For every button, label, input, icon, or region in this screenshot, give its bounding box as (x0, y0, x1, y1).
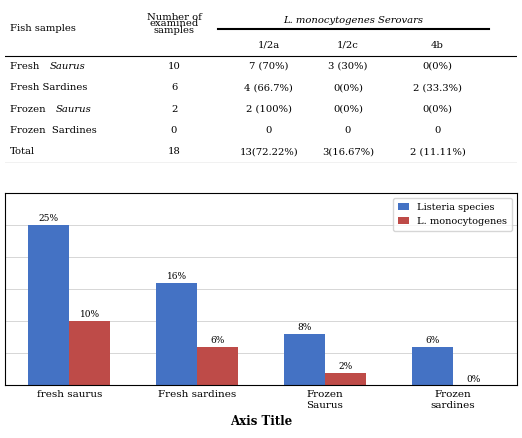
Text: 1/2a: 1/2a (257, 41, 280, 49)
Text: Saurus: Saurus (55, 105, 91, 114)
Text: Saurus: Saurus (50, 62, 86, 71)
Text: 0: 0 (171, 126, 177, 135)
Text: Total: Total (10, 148, 35, 156)
Text: samples: samples (153, 26, 195, 35)
Text: Fresh: Fresh (10, 62, 46, 71)
Text: 16%: 16% (167, 272, 187, 281)
Text: 2%: 2% (338, 362, 352, 371)
Text: Fresh Sardines: Fresh Sardines (10, 83, 88, 92)
Text: 6: 6 (171, 83, 177, 92)
Text: 0%: 0% (466, 374, 480, 384)
Bar (325, 373, 366, 385)
Text: 2 (100%): 2 (100%) (246, 105, 292, 114)
Text: 2: 2 (171, 105, 177, 114)
Bar (156, 283, 197, 385)
Text: examined: examined (149, 19, 199, 28)
Bar (69, 321, 110, 385)
Text: 0(0%): 0(0%) (333, 83, 363, 92)
Legend: Listeria species, L. monocytogenes: Listeria species, L. monocytogenes (393, 198, 512, 231)
Text: 8%: 8% (297, 323, 312, 332)
Text: 13(72.22%): 13(72.22%) (239, 148, 298, 156)
Text: 18: 18 (168, 148, 181, 156)
Text: 10: 10 (168, 62, 181, 71)
Text: 1/2c: 1/2c (337, 41, 359, 49)
Text: 0: 0 (345, 126, 351, 135)
Text: 3(16.67%): 3(16.67%) (322, 148, 374, 156)
Text: Frozen  Sardines: Frozen Sardines (10, 126, 97, 135)
Text: Number of: Number of (147, 13, 201, 22)
Text: 10%: 10% (80, 311, 100, 319)
Text: 2 (33.3%): 2 (33.3%) (413, 83, 462, 92)
Bar (197, 347, 238, 385)
Text: Fish samples: Fish samples (10, 24, 76, 32)
Text: 4 (66.7%): 4 (66.7%) (244, 83, 293, 92)
Text: 3 (30%): 3 (30%) (328, 62, 367, 71)
Text: 25%: 25% (39, 215, 59, 223)
Text: 4b: 4b (431, 41, 444, 49)
Bar (29, 225, 69, 385)
Text: 0(0%): 0(0%) (333, 105, 363, 114)
Text: L. monocytogenes Serovars: L. monocytogenes Serovars (283, 16, 423, 25)
Text: 7 (70%): 7 (70%) (249, 62, 289, 71)
Text: 2 (11.11%): 2 (11.11%) (410, 148, 466, 156)
Text: 0(0%): 0(0%) (422, 62, 453, 71)
Text: 0: 0 (434, 126, 441, 135)
Bar (284, 334, 325, 385)
Text: Frozen: Frozen (10, 105, 52, 114)
Text: 0: 0 (266, 126, 272, 135)
Text: 0(0%): 0(0%) (422, 105, 453, 114)
Text: 6%: 6% (210, 336, 225, 345)
Text: 6%: 6% (425, 336, 440, 345)
Bar (412, 347, 453, 385)
X-axis label: Axis Title: Axis Title (230, 415, 292, 428)
